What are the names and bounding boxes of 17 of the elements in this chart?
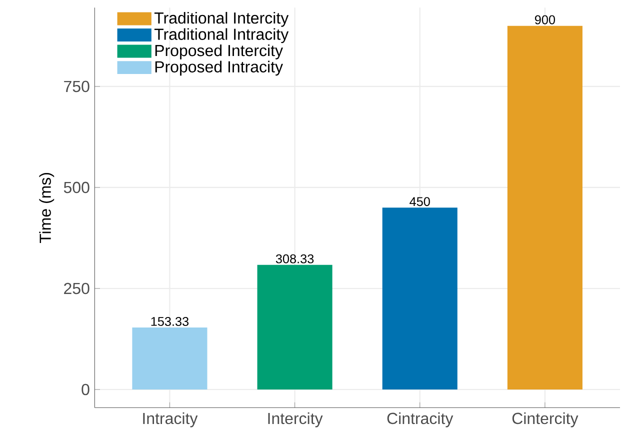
y-tick-label: 0 xyxy=(82,384,90,396)
data-label: 153.33 xyxy=(151,316,189,326)
y-tick-label: 250 xyxy=(64,282,90,294)
y-tick-label: 500 xyxy=(64,182,90,194)
data-label: 308.33 xyxy=(276,254,314,264)
x-tick-label: Cintracity xyxy=(387,412,454,428)
x-tick-label: Intercity xyxy=(268,412,323,428)
legend-label: Traditional Intercity xyxy=(154,12,289,27)
x-tick-label: Cintercity xyxy=(512,412,578,428)
y-tick-label: 750 xyxy=(64,80,90,92)
y-axis-title: Time (ms) xyxy=(39,172,54,244)
data-label: 900 xyxy=(534,15,556,24)
legend-label: Traditional Intracity xyxy=(154,28,289,44)
data-label: 450 xyxy=(410,197,430,206)
x-tick-label: Intracity xyxy=(143,412,198,428)
legend-label: Proposed Intracity xyxy=(155,60,283,76)
legend-label: Proposed Intercity xyxy=(155,44,283,60)
